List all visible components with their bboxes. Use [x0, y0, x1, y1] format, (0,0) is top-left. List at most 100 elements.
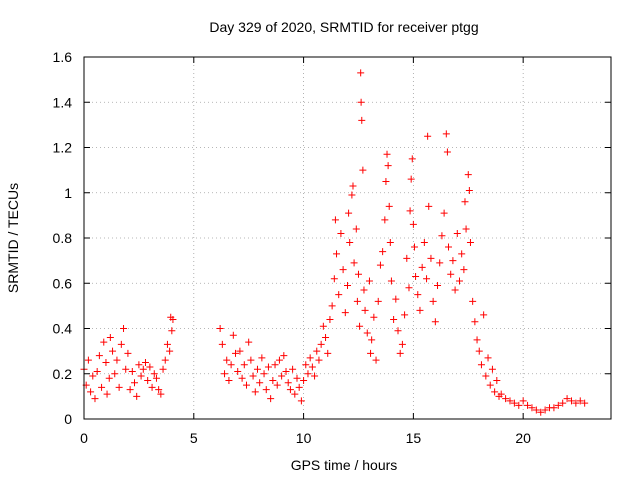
data-point: [139, 365, 147, 373]
data-point: [480, 311, 488, 319]
data-point: [141, 358, 149, 366]
data-point: [280, 352, 288, 360]
data-point: [344, 282, 351, 290]
data-point: [313, 347, 321, 355]
y-tick-label: 0.2: [53, 366, 73, 382]
data-point: [352, 225, 360, 233]
data-point: [469, 297, 477, 305]
data-point: [486, 381, 494, 389]
data-point: [357, 69, 365, 77]
data-point: [242, 381, 250, 389]
data-point: [293, 374, 301, 382]
data-point: [84, 356, 92, 364]
data-point: [482, 372, 490, 380]
data-point: [247, 356, 255, 364]
data-point: [563, 395, 571, 403]
data-point: [157, 390, 165, 398]
data-point: [317, 340, 325, 348]
data-point: [115, 383, 123, 391]
data-point: [493, 377, 501, 385]
data-point: [111, 370, 119, 378]
data-point: [434, 282, 442, 290]
data-point: [506, 397, 514, 405]
data-point: [148, 383, 156, 391]
data-points: [80, 69, 589, 416]
data-point: [497, 390, 505, 398]
x-tick-label: 5: [190, 430, 198, 446]
data-point: [341, 309, 349, 317]
data-point: [442, 130, 450, 138]
data-point: [234, 367, 242, 375]
data-point: [550, 404, 558, 412]
data-point: [113, 356, 121, 364]
data-point: [515, 401, 523, 409]
data-point: [350, 259, 358, 267]
data-point: [335, 291, 343, 299]
grid-lines: [84, 57, 611, 419]
data-point: [559, 399, 567, 407]
data-point: [471, 318, 479, 326]
data-point: [416, 306, 424, 314]
data-point: [532, 406, 540, 414]
data-point: [227, 361, 235, 369]
data-point: [379, 248, 387, 256]
data-point: [510, 399, 518, 407]
data-point: [120, 325, 128, 332]
data-point: [451, 286, 459, 294]
data-point: [166, 347, 174, 355]
data-point: [396, 349, 404, 357]
data-point: [462, 225, 470, 233]
y-tick-label: 0.6: [53, 275, 73, 291]
data-point: [348, 191, 356, 199]
data-point: [418, 263, 426, 271]
data-point: [409, 220, 417, 228]
data-point: [109, 347, 117, 355]
data-point: [315, 356, 323, 364]
data-point: [447, 270, 455, 278]
data-point: [89, 372, 97, 380]
data-point: [308, 363, 316, 371]
data-point: [576, 397, 584, 405]
data-point: [251, 388, 259, 396]
data-point: [440, 209, 448, 217]
data-point: [385, 202, 393, 210]
data-point: [117, 340, 125, 348]
data-point: [541, 406, 549, 414]
data-point: [394, 327, 402, 335]
data-point: [412, 272, 420, 280]
data-point: [319, 322, 327, 330]
data-point: [436, 259, 444, 267]
data-point: [381, 216, 389, 224]
x-tick-label: 20: [515, 430, 531, 446]
data-point: [328, 302, 336, 310]
data-point: [278, 372, 286, 380]
data-point: [431, 318, 439, 326]
data-point: [581, 399, 589, 407]
data-point: [461, 198, 469, 206]
data-point: [356, 322, 364, 330]
data-point: [420, 239, 428, 247]
data-point: [376, 261, 384, 269]
data-point: [445, 243, 453, 251]
data-point: [218, 340, 226, 348]
data-point: [93, 367, 101, 375]
data-point: [354, 270, 362, 278]
data-point: [106, 334, 114, 342]
data-point: [300, 377, 308, 385]
data-point: [256, 379, 264, 387]
data-point: [424, 132, 432, 140]
data-point: [245, 338, 253, 346]
data-point: [267, 395, 275, 403]
data-point: [137, 372, 145, 380]
data-point: [488, 365, 496, 373]
data-point: [144, 377, 152, 385]
data-point: [286, 386, 294, 394]
data-point: [383, 150, 391, 158]
data-point: [367, 349, 375, 357]
data-point: [223, 356, 231, 364]
data-point: [152, 374, 160, 382]
data-point: [464, 171, 472, 179]
data-point: [297, 397, 305, 405]
data-point: [95, 352, 103, 360]
y-tick-label: 1.6: [53, 49, 73, 65]
